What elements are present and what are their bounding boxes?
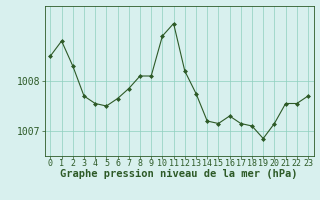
X-axis label: Graphe pression niveau de la mer (hPa): Graphe pression niveau de la mer (hPa) — [60, 169, 298, 179]
